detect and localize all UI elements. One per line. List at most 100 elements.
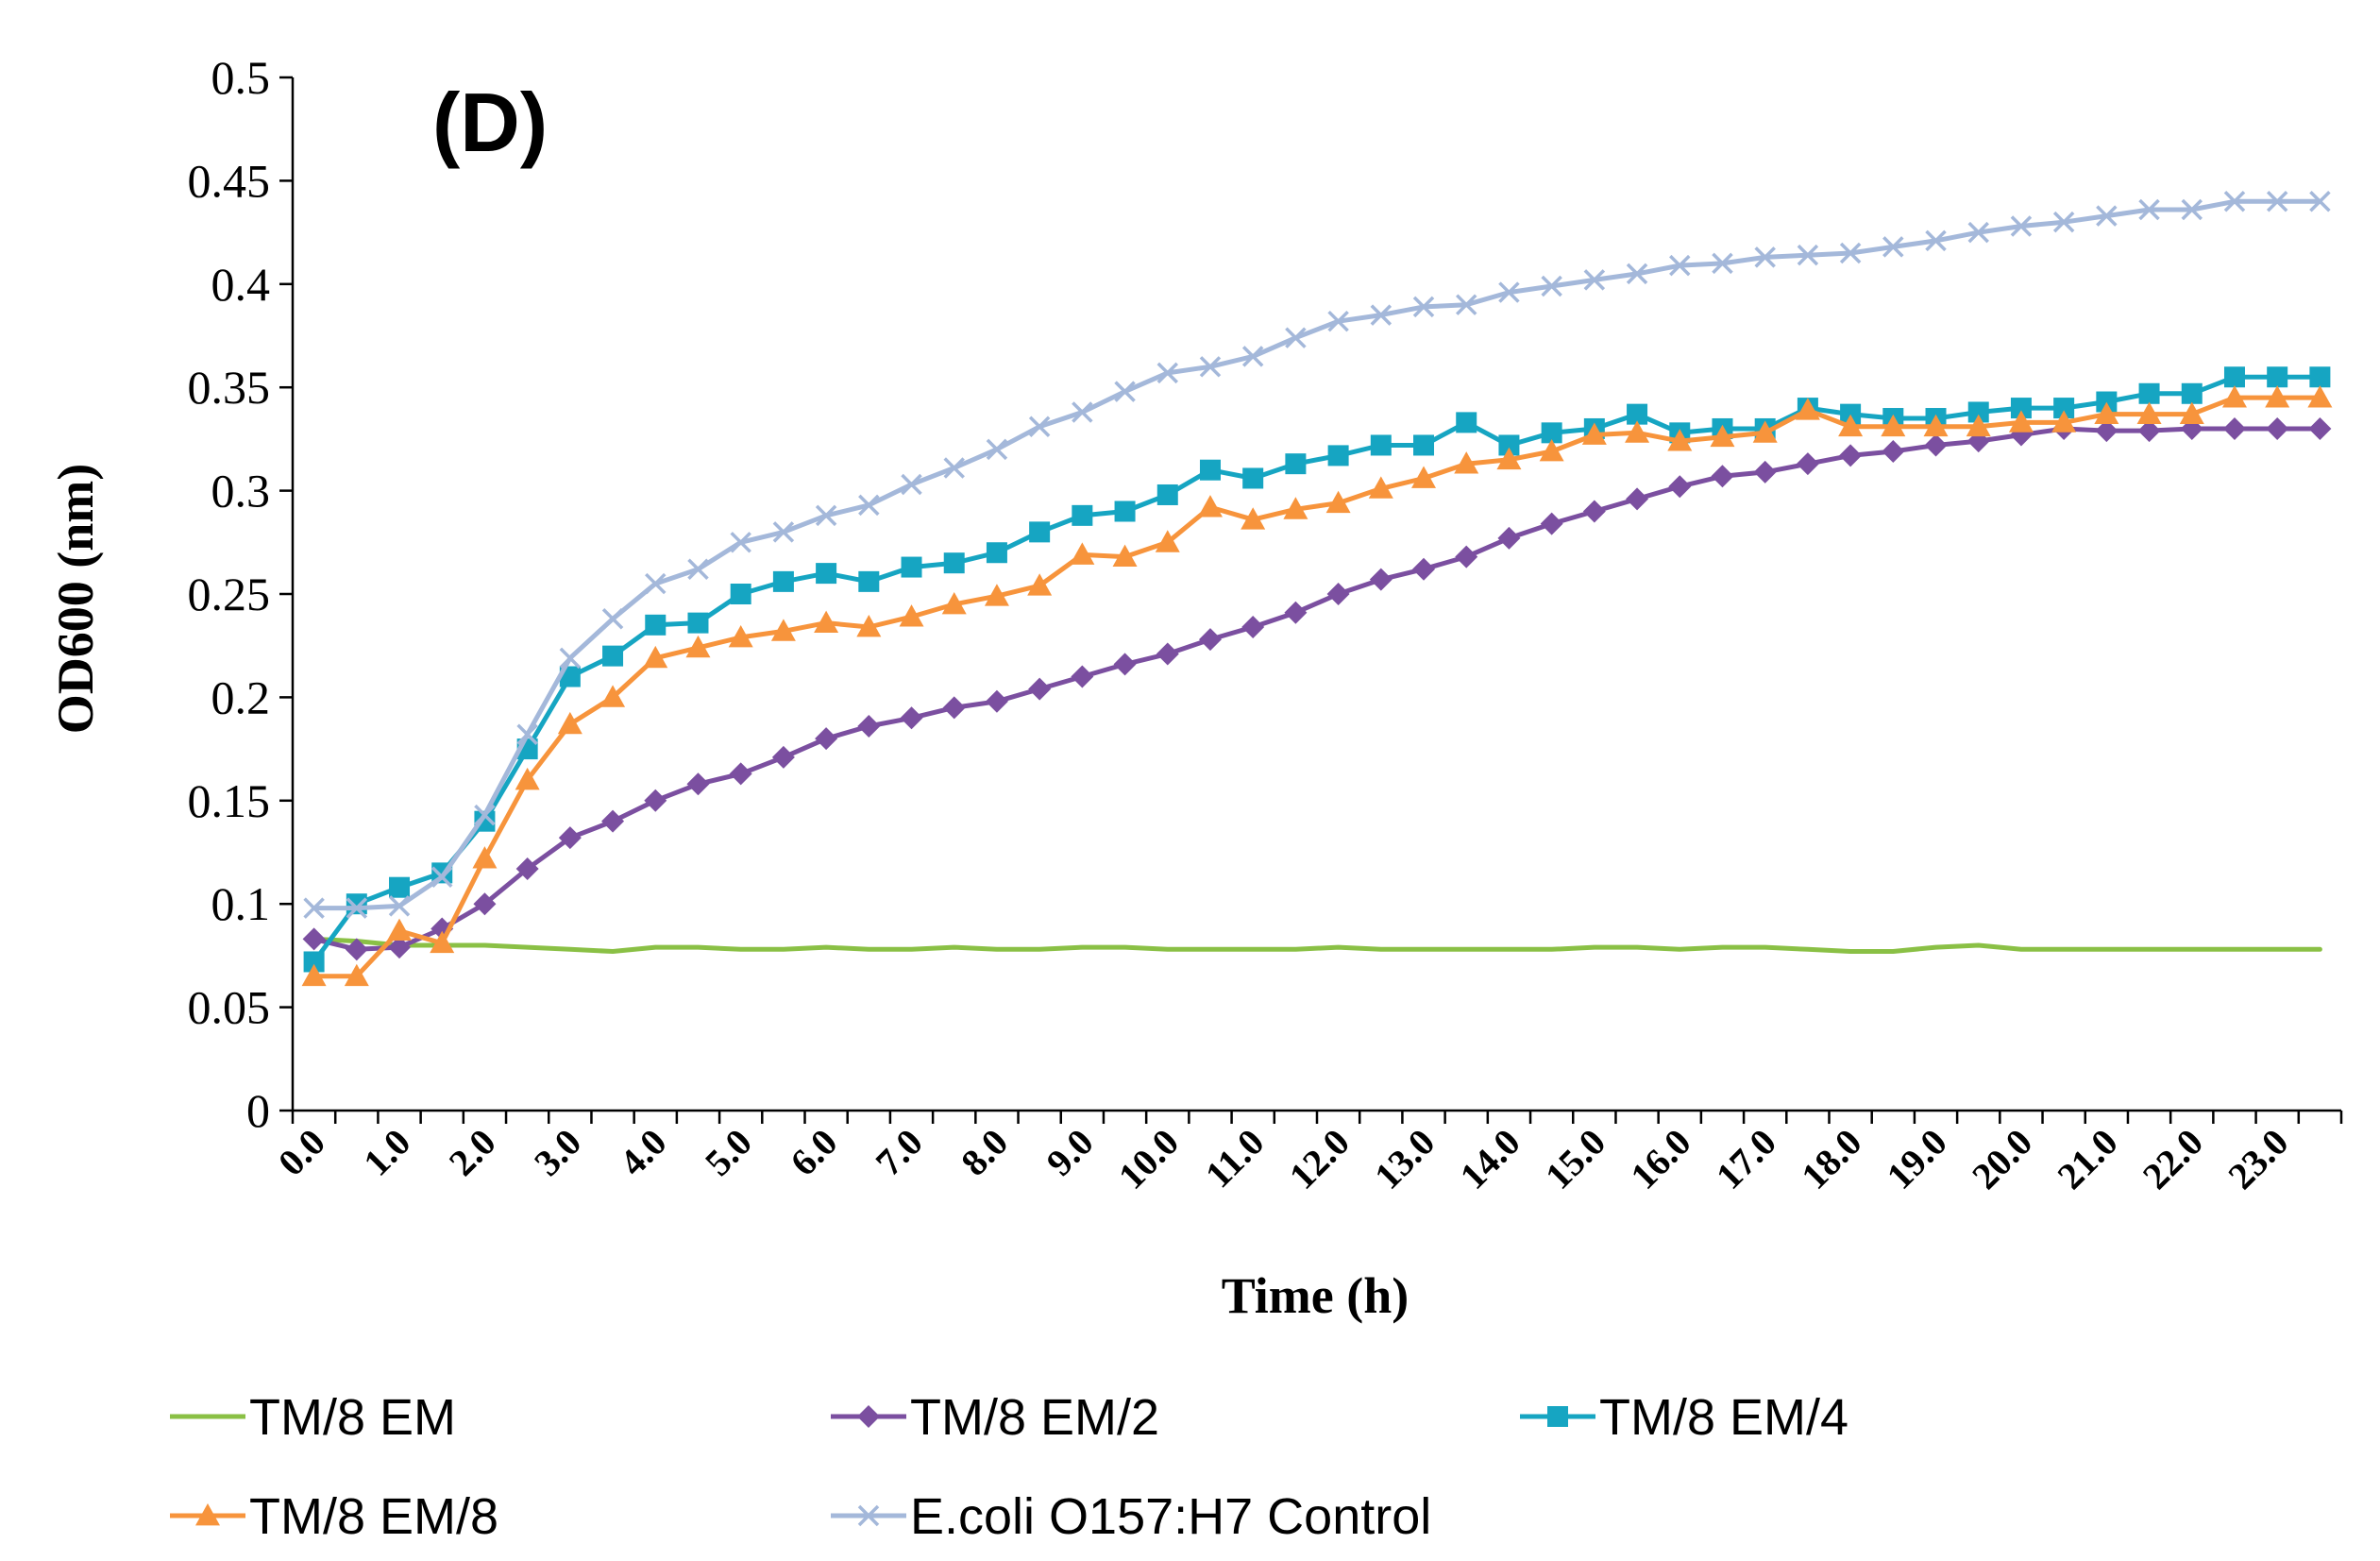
data-point [1581,422,1607,445]
data-point [601,608,624,630]
data-point [2265,385,2290,408]
data-point [1625,420,1650,443]
data-point [2266,416,2289,440]
data-point [1029,521,1051,543]
series-2 [302,416,2332,961]
data-point [1198,628,1222,652]
data-point [1669,254,1691,277]
data-point [1284,601,1308,624]
data-point [1711,465,1734,488]
data-point [346,893,367,915]
y-tick-label: 0.15 [188,774,271,827]
data-point [858,494,880,517]
data-point [2307,385,2333,408]
data-point [2223,191,2246,212]
data-point [302,927,326,951]
legend-item: TM/8 EM [170,1389,456,1446]
data-point [901,556,922,578]
data-point [389,876,411,898]
data-point [1923,414,1949,437]
data-point [1369,568,1393,591]
x-tick-label: 5.0 [697,1121,760,1184]
data-point [2221,385,2247,408]
data-point [559,647,582,670]
data-point [1370,434,1392,456]
data-point [856,615,882,637]
x-tick-label: 16.0 [1622,1121,1698,1197]
data-point [1838,414,1864,437]
data-point [1497,526,1521,550]
data-point [857,715,881,738]
x-tick-label: 15.0 [1537,1121,1613,1197]
data-point [986,438,1008,461]
series-line [312,395,2322,979]
data-point [2309,366,2331,388]
data-point [2096,391,2118,413]
data-point [687,558,709,580]
x-tick-label: 20.0 [1964,1121,2040,1197]
data-point [1285,453,1307,475]
data-point [1498,281,1520,303]
data-point [730,532,751,553]
data-point [602,645,624,667]
data-point [474,804,496,826]
x-tick-label: 8.0 [953,1121,1016,1184]
data-point [303,897,325,919]
data-point [1327,445,1349,467]
x-tick-label: 6.0 [782,1121,845,1184]
data-point [2096,205,2118,227]
data-point [388,936,412,959]
data-point [1627,403,1648,425]
data-point [1285,327,1307,348]
data-point [985,689,1008,713]
data-point [1454,451,1479,474]
data-point [1455,545,1478,568]
data-point [2053,398,2075,419]
legend-marker [1547,1406,1568,1427]
legend-label: TM/8 EM/4 [1599,1389,1848,1446]
series-line [312,936,2322,954]
data-point [1626,263,1648,285]
data-point [1498,434,1520,456]
y-tick-label: 0.05 [188,981,271,1034]
data-point [1967,401,1989,423]
data-point [1583,269,1606,291]
data-point [1456,412,1477,433]
data-point [1839,444,1863,467]
legend-marker [857,1504,880,1527]
x-tick-label: 11.0 [1197,1121,1273,1196]
data-point [473,892,497,916]
legend-marker [857,1405,880,1428]
data-point [1370,304,1393,326]
y-axis-title: OD600 (nm) [47,464,104,734]
data-point [941,591,967,615]
x-tick-label: 19.0 [1879,1121,1955,1197]
data-point [1966,414,1991,437]
series-4 [301,385,2333,987]
data-point [2309,191,2331,212]
data-point [1412,296,1435,318]
data-point [901,473,922,496]
data-point [1754,246,1776,268]
data-point [2138,382,2160,404]
data-point [516,723,538,746]
data-point [1114,501,1136,522]
data-point [1072,401,1093,423]
data-point [1156,362,1179,384]
data-point [1541,422,1562,444]
data-point [986,542,1007,564]
data-point [771,745,795,769]
data-point [643,645,668,669]
data-point [1413,434,1435,456]
legend-item: TM/8 EM/2 [831,1389,1159,1446]
data-point [772,521,795,543]
data-point [515,857,539,881]
data-point [1112,544,1138,568]
x-tick-label: 0.0 [270,1121,333,1184]
data-point [1113,653,1137,676]
data-point [1071,665,1094,688]
data-point [1796,452,1819,476]
x-tick-label: 9.0 [1038,1121,1102,1184]
x-tick-label: 23.0 [2220,1121,2296,1197]
y-tick-label: 0.2 [211,670,271,723]
